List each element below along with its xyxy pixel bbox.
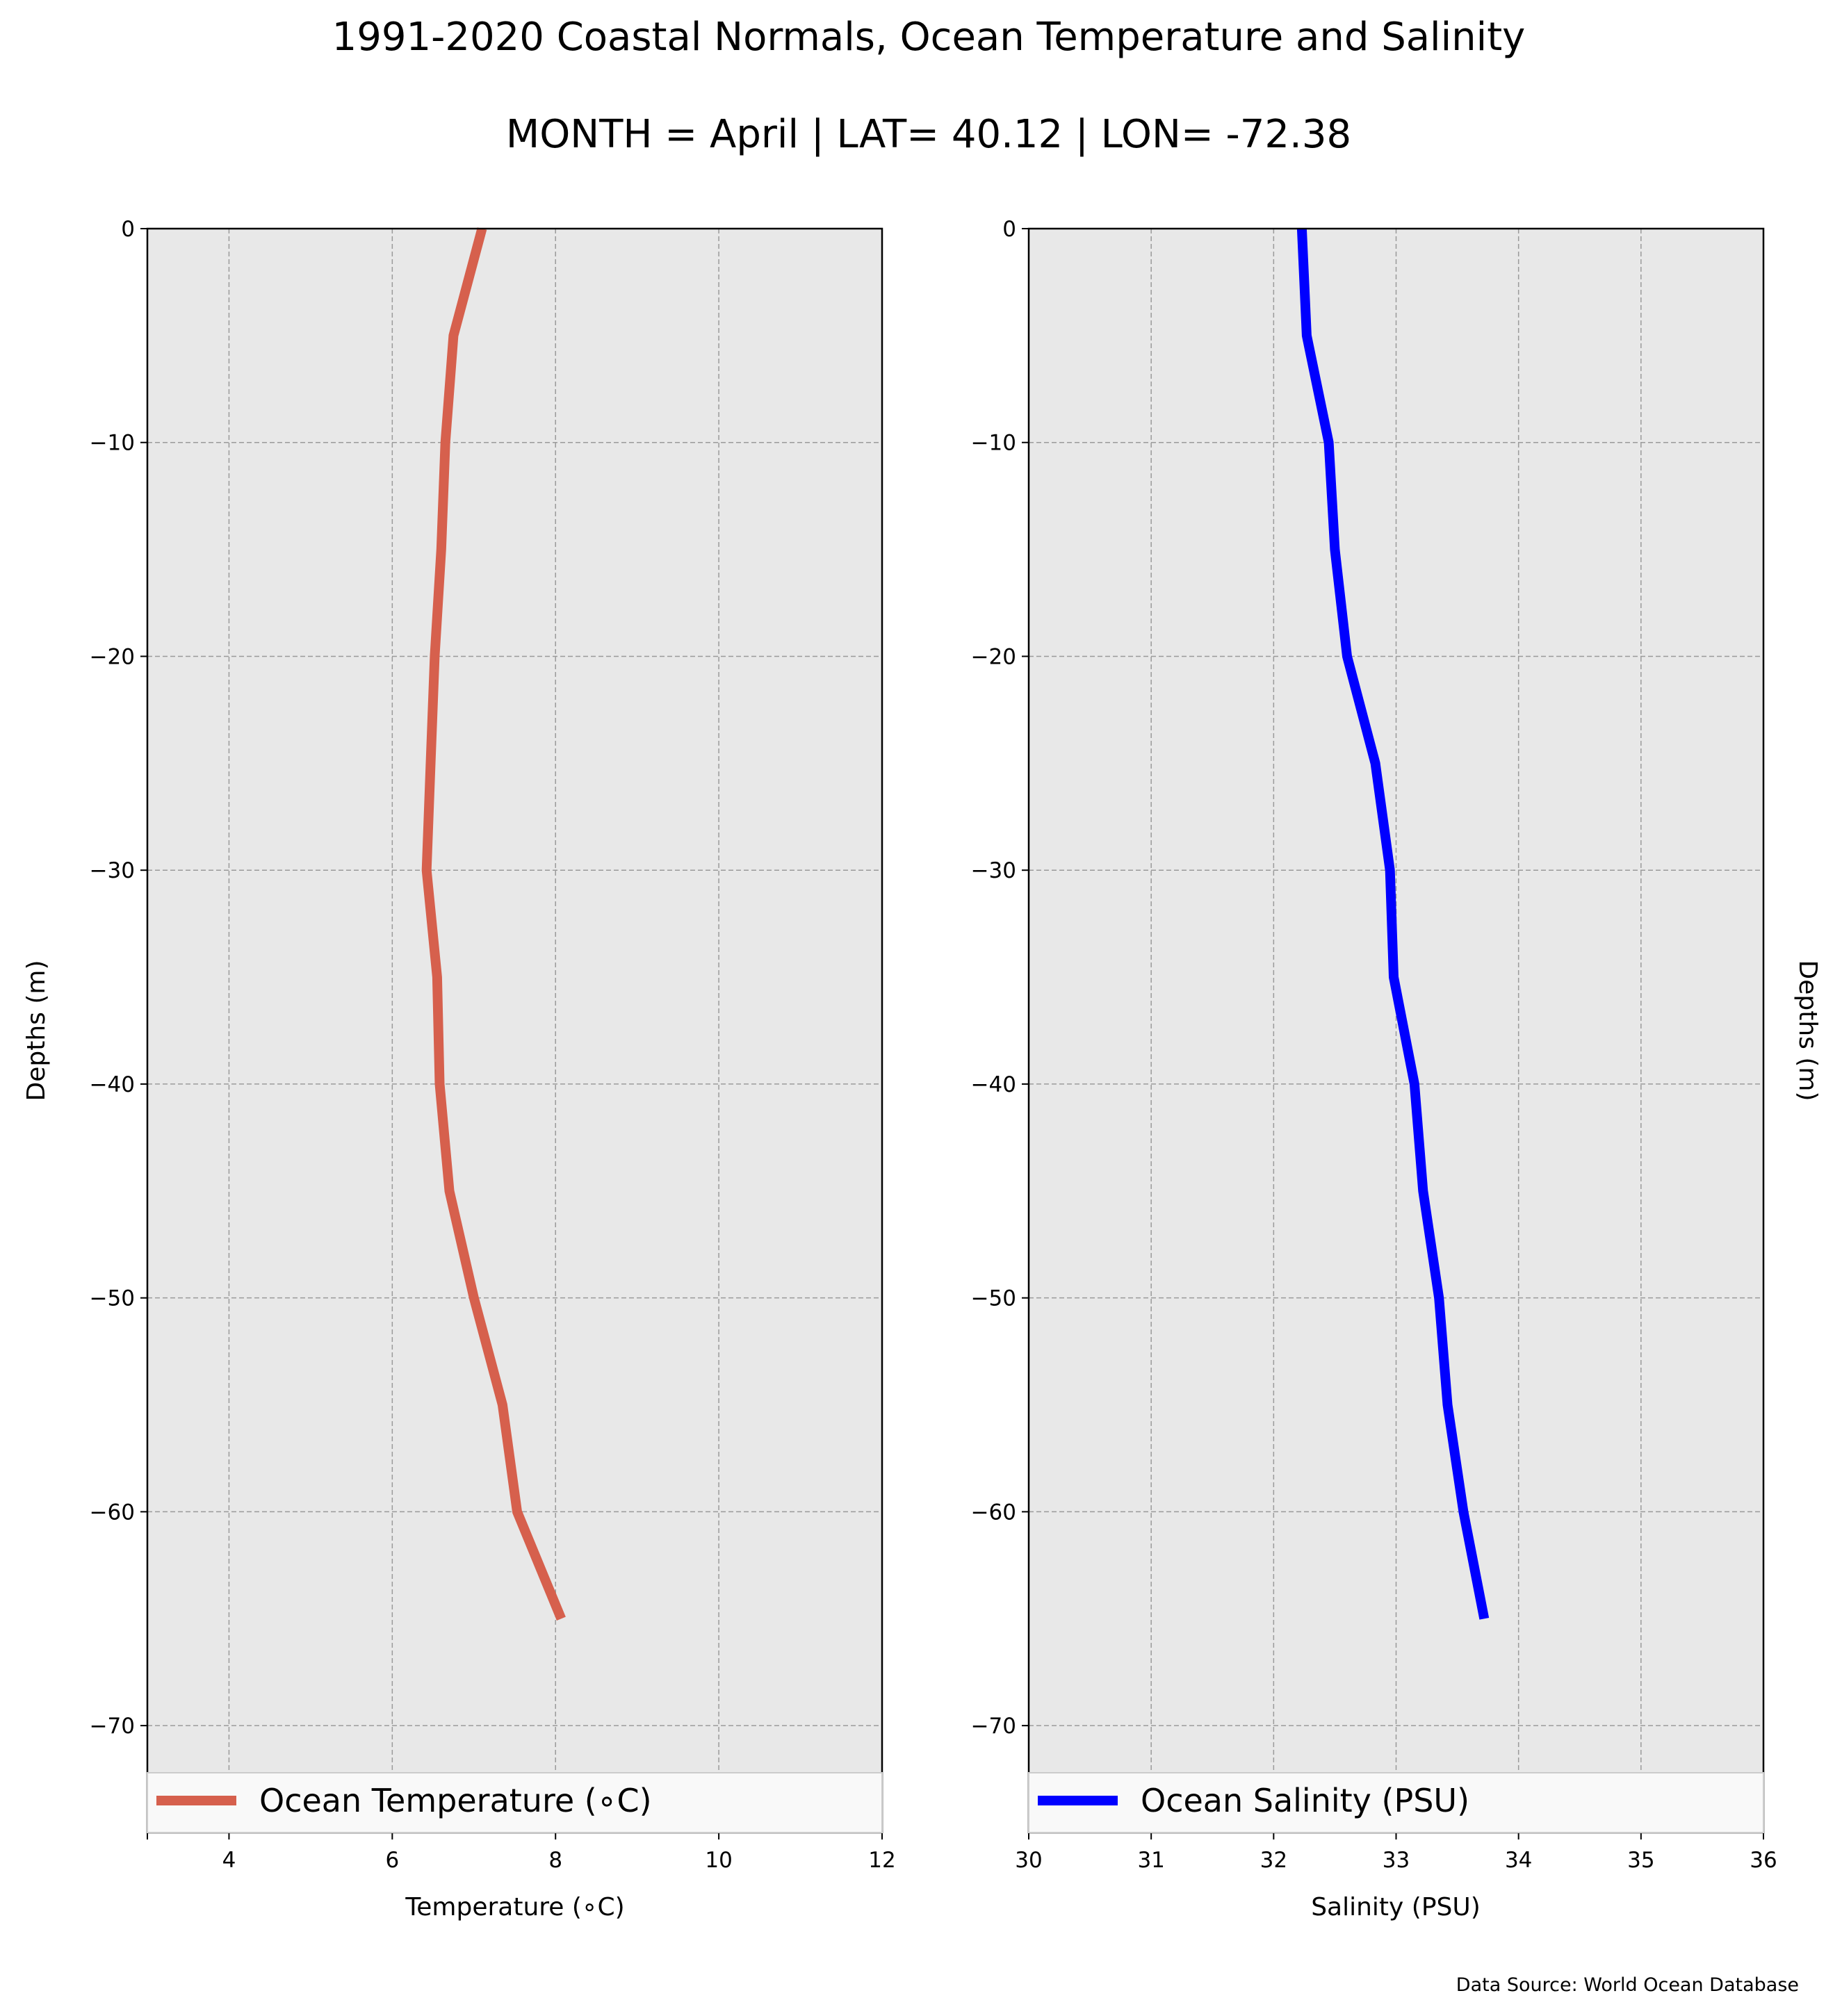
salinity-x-tick-label: 32 <box>1260 1848 1287 1873</box>
temperature-ticks: 4 6 8 10 12 0 −10 −20 −30 −40 −50 −60 −70 <box>90 217 896 1873</box>
salinity-y-tick-label: −70 <box>971 1714 1016 1739</box>
salinity-legend: Ocean Salinity (PSU) <box>1028 1772 1764 1833</box>
temperature-x-tick-label: 8 <box>548 1848 562 1873</box>
salinity-x-tick-label: 30 <box>1015 1848 1042 1873</box>
salinity-x-tick-label: 33 <box>1383 1848 1410 1873</box>
temperature-plot-area <box>147 229 882 1833</box>
temperature-x-tick-label: 6 <box>385 1848 399 1873</box>
salinity-y-tick-label: 0 <box>1002 217 1016 242</box>
figure-title: 1991-2020 Coastal Normals, Ocean Tempera… <box>332 15 1526 60</box>
salinity-y-tick-label: −10 <box>971 431 1016 456</box>
salinity-x-tick-label: 34 <box>1505 1848 1532 1873</box>
salinity-x-tick-label: 36 <box>1750 1848 1777 1873</box>
temperature-y-tick-label: −70 <box>90 1714 135 1739</box>
salinity-chart: 30 31 32 33 34 35 36 0 −10 −20 −30 −40 −50 −60 −70 Oce… <box>971 217 1822 1921</box>
temperature-series <box>421 227 566 1621</box>
salinity-series-line <box>1296 228 1490 1620</box>
salinity-plot-area <box>1029 229 1763 1833</box>
salinity-y-tick-label: −60 <box>971 1500 1016 1525</box>
figure-subtitle: MONTH = April | LAT= 40.12 | LON= -72.38 <box>506 112 1351 157</box>
salinity-y-axis-label: Depths (m) <box>1793 960 1822 1101</box>
temperature-y-axis-label: Depths (m) <box>22 960 51 1101</box>
salinity-legend-label: Ocean Salinity (PSU) <box>1141 1782 1469 1819</box>
salinity-series <box>1296 228 1490 1620</box>
temperature-y-tick-label: −60 <box>90 1500 135 1525</box>
temperature-y-tick-label: 0 <box>121 217 135 242</box>
temperature-x-tick-label: 10 <box>705 1848 732 1873</box>
salinity-y-tick-label: −40 <box>971 1072 1016 1097</box>
salinity-y-tick-label: −50 <box>971 1286 1016 1311</box>
temperature-chart: 4 6 8 10 12 0 −10 −20 −30 −40 −50 −60 −70 Ocean Temp… <box>22 217 896 1921</box>
temperature-x-tick-label: 4 <box>222 1848 236 1873</box>
salinity-x-tick-label: 35 <box>1627 1848 1654 1873</box>
salinity-legend-box <box>1028 1772 1764 1833</box>
temperature-x-tick-label: 12 <box>868 1848 895 1873</box>
temperature-y-tick-label: −10 <box>90 431 135 456</box>
temperature-y-tick-label: −50 <box>90 1286 135 1311</box>
salinity-y-tick-label: −20 <box>971 644 1016 669</box>
salinity-x-tick-label: 31 <box>1137 1848 1164 1873</box>
temperature-legend: Ocean Temperature (∘C) <box>147 1772 883 1833</box>
temperature-y-tick-label: −30 <box>90 858 135 883</box>
salinity-y-tick-label: −30 <box>971 858 1016 883</box>
salinity-gridlines <box>1029 229 1763 1833</box>
temperature-series-line <box>421 227 566 1621</box>
temperature-legend-label: Ocean Temperature (∘C) <box>259 1782 652 1819</box>
salinity-x-axis-label: Salinity (PSU) <box>1311 1893 1481 1921</box>
temperature-y-tick-label: −40 <box>90 1072 135 1097</box>
data-source-note: Data Source: World Ocean Database <box>1456 1974 1799 1996</box>
temperature-x-axis-label: Temperature (∘C) <box>405 1893 624 1921</box>
temperature-y-tick-label: −20 <box>90 644 135 669</box>
salinity-ticks: 30 31 32 33 34 35 36 0 −10 −20 −30 −40 −50 −60 −70 <box>971 217 1777 1873</box>
temperature-legend-box <box>147 1772 883 1833</box>
